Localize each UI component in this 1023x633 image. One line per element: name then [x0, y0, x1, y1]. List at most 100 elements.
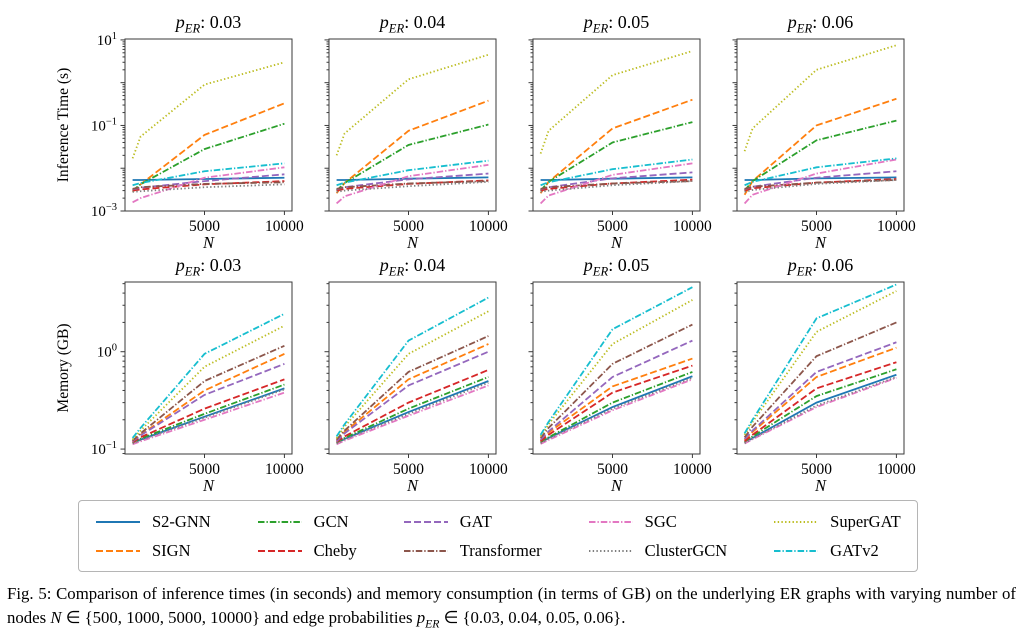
subplot-time-p0.05: pER: 0.05 5000 10000 N: [523, 10, 712, 252]
legend-entry-ClusterGCN: ClusterGCN: [588, 537, 728, 564]
subplot-memory-p0.05: pER: 0.05 5000 10000 N: [523, 253, 712, 495]
line-ClusterGCN: [132, 183, 285, 193]
line-SGC: [336, 384, 489, 446]
legend-label: Transformer: [459, 540, 542, 560]
x-tick-label: 5000: [801, 461, 832, 478]
x-axis-label: N: [610, 476, 623, 495]
line-Cheby: [132, 378, 285, 444]
caption-segment: ∈ {0.03, 0.04, 0.05, 0.06}.: [439, 607, 626, 627]
x-tick-label: 10000: [877, 218, 916, 235]
subplot-title: pER: 0.06: [787, 12, 854, 36]
line-SGC: [540, 378, 693, 445]
subplot-title: pER: 0.03: [175, 12, 242, 36]
line-GATv2: [540, 158, 693, 187]
line-SGC: [539, 162, 693, 205]
line-ClusterGCN: [744, 376, 897, 444]
line-Transformer: [131, 344, 285, 442]
line-Transformer: [743, 321, 897, 438]
line-GCN: [743, 119, 897, 192]
plot-row-memory: pER: 0.03 10−1 100 5000 10000 N Memory (GB) pER…: [55, 253, 1023, 495]
line-SuperGAT: [131, 61, 285, 159]
legend-label: SIGN: [152, 540, 191, 560]
legend-line-sample: [257, 549, 302, 552]
legend-line-sample: [257, 520, 302, 523]
x-axis-label: N: [814, 233, 827, 252]
caption-segment: N: [50, 607, 62, 627]
legend-line-sample: [403, 520, 448, 523]
subplot-memory-p0.04: pER: 0.04 5000 10000 N: [319, 253, 508, 495]
legend-label: ClusterGCN: [644, 540, 728, 560]
legend-entry-GAT: GAT: [403, 508, 542, 535]
line-GATv2: [744, 157, 897, 187]
line-Transformer: [744, 179, 897, 190]
caption-segment: ∈ {500, 1000, 5000, 10000} and edge prob…: [61, 607, 417, 627]
legend: S2-GNN GCN GAT SGC SuperGAT SIGN Cheby Transfor…: [78, 500, 918, 572]
line-GATv2: [132, 162, 285, 187]
x-tick-label: 5000: [597, 461, 628, 478]
x-tick-label: 5000: [189, 461, 220, 478]
x-axis-label: N: [202, 233, 215, 252]
line-GATv2: [131, 313, 285, 439]
legend-entry-SuperGAT: SuperGAT: [773, 508, 901, 535]
x-tick-label: 10000: [673, 461, 712, 478]
plot-frame: [328, 281, 497, 455]
legend-entry-SGC: SGC: [588, 508, 728, 535]
axis-ticks: [528, 283, 693, 458]
caption-segment: ER: [425, 617, 440, 631]
line-ClusterGCN: [744, 179, 897, 193]
line-GCN: [335, 123, 489, 192]
legend-label: Cheby: [313, 540, 357, 560]
subplot-canvas: 5000 10000 N: [324, 281, 508, 495]
line-SGC: [743, 158, 897, 205]
line-Transformer: [539, 323, 693, 439]
subplot-title: pER: 0.04: [379, 255, 446, 279]
axis-ticks: [120, 283, 285, 458]
subplot-canvas: 5000 10000 N: [528, 281, 712, 495]
plot-frame: [532, 38, 701, 212]
line-SGC: [132, 391, 285, 446]
plot-frame: [328, 38, 497, 212]
figure-caption: Fig. 5: Comparison of inference times (i…: [7, 582, 1016, 633]
legend-label: GATv2: [830, 540, 879, 560]
axis-ticks: [528, 39, 693, 215]
subplot-canvas: 5000 10000 N: [324, 38, 508, 252]
x-tick-label: 10000: [469, 461, 508, 478]
subplot-canvas: 5000 10000 N: [528, 38, 712, 252]
line-SGC: [335, 163, 489, 205]
line-SuperGAT: [743, 44, 897, 152]
subplot-title: pER: 0.05: [583, 255, 650, 279]
line-SGC: [132, 166, 285, 204]
x-tick-label: 10000: [265, 461, 304, 478]
subplot-title: pER: 0.05: [583, 12, 650, 36]
line-Transformer: [336, 180, 489, 190]
legend-entry-SIGN: SIGN: [95, 537, 211, 564]
y-tick-label: 101: [97, 31, 117, 49]
line-SuperGAT: [743, 290, 897, 436]
subplot-canvas: 5000 10000 N: [732, 281, 916, 495]
y-axis-label: Inference Time (s): [55, 68, 72, 183]
axis-ticks: [324, 283, 489, 458]
subplot-canvas: 10−3 10−1 101 5000 10000 N Inference Time (s): [55, 31, 304, 252]
line-SuperGAT: [335, 53, 489, 156]
x-axis-label: N: [814, 476, 827, 495]
line-GATv2: [743, 283, 897, 434]
y-tick-label: 10−1: [91, 116, 117, 134]
legend-entry-GCN: GCN: [257, 508, 357, 535]
line-Cheby: [336, 369, 489, 443]
legend-label: SGC: [644, 511, 677, 531]
x-tick-label: 10000: [265, 218, 304, 235]
legend-label: S2-GNN: [152, 511, 211, 531]
line-GCN: [539, 121, 693, 192]
axis-ticks: [732, 39, 897, 215]
legend-label: GCN: [313, 511, 349, 531]
x-axis-label: N: [406, 233, 419, 252]
line-ClusterGCN: [132, 388, 285, 445]
line-GAT: [743, 341, 897, 440]
line-ClusterGCN: [336, 381, 489, 445]
y-axis-label: Memory (GB): [55, 323, 72, 412]
subplot-time-p0.03: pER: 0.03 10−3 10−1 101 5000 10000 N Inference …: [55, 10, 304, 252]
x-tick-label: 10000: [673, 218, 712, 235]
x-tick-label: 5000: [393, 218, 424, 235]
x-tick-label: 5000: [189, 218, 220, 235]
